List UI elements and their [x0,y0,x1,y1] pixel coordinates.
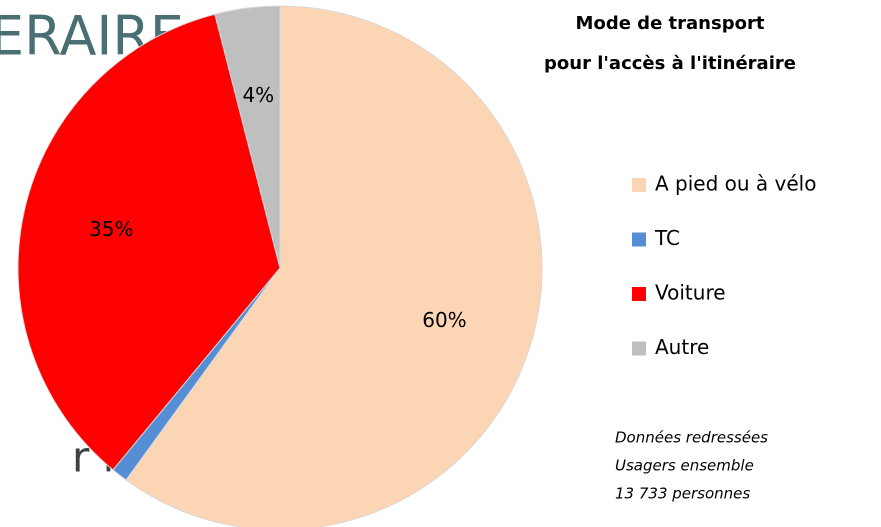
legend-label: A pied ou à vélo [655,172,816,196]
legend-swatch [632,287,646,301]
legend-swatch [632,341,646,356]
legend-label: TC [654,226,680,250]
legend-swatch [632,178,646,192]
pie-slice [214,5,281,269]
chart-title: Mode de transport [576,13,765,34]
legend-label: Autre [655,335,709,359]
chart-title: pour l'accès à l'itinéraire [544,53,796,74]
data-label: 4% [242,83,274,107]
annotation: Données redressées [615,429,768,447]
annotations: Données redressées Usagers ensemble 13 733… [615,429,768,503]
annotation: Usagers ensemble [615,457,754,475]
data-label: 60% [422,308,466,332]
legend-label: Voiture [655,281,726,305]
data-label: 35% [89,217,133,241]
pie-slice [17,13,281,471]
legend: A pied ou à vélo TC Voiture Autre [632,172,816,359]
pie-slice [125,5,543,527]
legend-swatch [632,232,646,247]
annotation: 13 733 personnes [615,485,750,503]
pie: 60% 35% 4% [17,5,543,527]
